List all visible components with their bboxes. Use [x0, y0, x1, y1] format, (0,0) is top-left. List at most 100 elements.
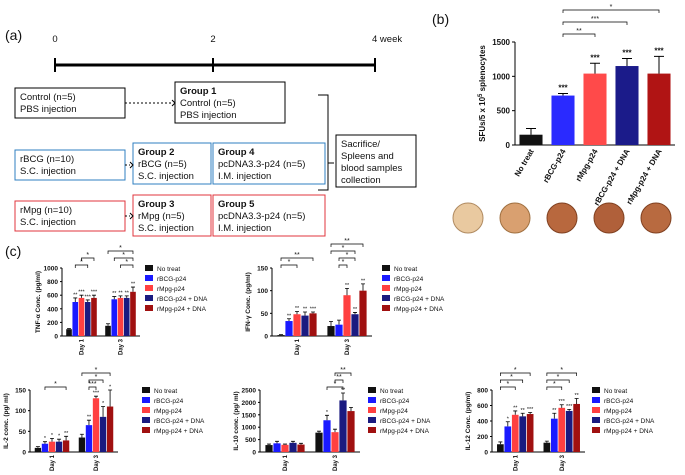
y-axis-label: TNF-α Conc. (pg/ml) [35, 271, 42, 333]
significance-label: *** [566, 404, 573, 410]
box-text: Sacrifice/ [341, 139, 380, 150]
y-tick-label: 0 [264, 334, 268, 341]
y-tick-label: 50 [261, 311, 269, 318]
legend-swatch [382, 285, 390, 291]
legend-swatch [368, 427, 376, 433]
error-bar [91, 294, 96, 298]
y-axis-label: IL-2 conc. (pg/ ml) [3, 393, 10, 449]
y-axis-label-part: SFUs/5 x 10 [478, 96, 487, 141]
legend-swatch [592, 387, 600, 393]
y-tick-label: 100 [257, 288, 268, 295]
significance-label: * [109, 385, 112, 391]
significance-label: ** [336, 374, 342, 381]
significance-label: ** [303, 306, 308, 312]
well-image [452, 202, 484, 234]
bar [526, 414, 534, 452]
significance-bracket [334, 372, 352, 376]
box-text: pcDNA3.3-p24 (n=5) [218, 159, 305, 170]
significance-label: * [80, 259, 83, 266]
error-bar [35, 446, 40, 448]
y-tick-label: 150 [257, 266, 268, 273]
significance-bracket [326, 386, 344, 390]
significance-bracket [330, 250, 356, 254]
x-tick-label: rMpg-p24 + DNA [625, 147, 664, 206]
x-tick-label: rBCG-p24 [541, 147, 568, 184]
bar [583, 73, 607, 145]
bar [347, 411, 355, 452]
arrows [125, 102, 172, 217]
panel-label: (a) [5, 27, 22, 43]
error-bar [526, 128, 536, 135]
bar [281, 444, 289, 452]
error-bar [106, 323, 111, 326]
box-text: rMpg (n=10) [20, 205, 72, 216]
significance-label: *** [622, 48, 632, 57]
bar [497, 444, 504, 452]
error-bar [73, 297, 78, 302]
significance-label: ** [552, 408, 557, 414]
bar [327, 326, 335, 336]
significance-label: ** [131, 282, 136, 288]
bar [519, 134, 543, 145]
y-tick-label: 0 [506, 141, 511, 150]
legend-swatch [368, 417, 376, 423]
legend-swatch [368, 407, 376, 413]
error-bar [333, 428, 337, 433]
significance-label: * [553, 381, 556, 388]
bar [289, 442, 297, 452]
bar [293, 314, 301, 336]
bar [285, 321, 293, 336]
y-tick-label: 0 [484, 450, 488, 457]
significance-label: *** [310, 306, 317, 312]
y-tick-label: 200 [47, 320, 58, 327]
significance-bracket [81, 257, 95, 261]
significance-label: * [95, 367, 98, 374]
bar [41, 443, 49, 452]
y-tick-label: 500 [245, 437, 256, 444]
x-tick-label: Day 3 [560, 454, 566, 471]
y-tick-label: 1500 [242, 412, 257, 419]
legend-label: rMpg-p24 [157, 286, 185, 293]
legend-label: rMpg-p24 + DNA [157, 306, 207, 313]
box [132, 142, 212, 185]
box-text: S.C. injection [20, 166, 76, 177]
y-tick-label: 150 [15, 388, 26, 395]
error-bar [345, 288, 349, 296]
legend-swatch [142, 387, 150, 393]
box-text: I.M. injection [218, 223, 271, 234]
box [14, 87, 126, 119]
box-text: collection [341, 175, 381, 186]
y-tick-label: 400 [47, 306, 58, 313]
significance-label: ** [574, 393, 579, 399]
box-text: rBCG (n=5) [138, 159, 187, 170]
significance-label: ** [125, 290, 130, 296]
legend-label: rBCG-p24 + DNA [394, 296, 445, 303]
legend-swatch [382, 275, 390, 281]
y-tick-label: 1000 [492, 72, 510, 81]
bar [111, 299, 118, 336]
box-text: S.C. injection [138, 223, 194, 234]
y-tick-label: 200 [477, 434, 488, 441]
box [174, 81, 286, 124]
significance-label: * [510, 374, 513, 381]
legend-label: rMpg-p24 + DNA [394, 306, 444, 313]
significance-label: * [334, 381, 337, 388]
box-text: S.C. injection [138, 171, 194, 182]
legend-swatch [592, 397, 600, 403]
bar [55, 441, 63, 452]
significance-label: * [514, 367, 517, 374]
significance-bracket [546, 372, 577, 376]
error-bar [101, 406, 106, 417]
significance-bracket [107, 250, 134, 254]
box-text: I.M. injection [218, 171, 271, 182]
significance-label: ** [287, 313, 292, 319]
legend-swatch [145, 265, 153, 271]
significance-label: ** [112, 291, 117, 297]
bar [130, 291, 136, 336]
bar [297, 444, 305, 452]
legend-label: rMpg-p24 [380, 408, 408, 415]
error-bar [303, 311, 307, 316]
box [14, 149, 126, 181]
significance-label: *** [527, 407, 534, 413]
significance-bracket [338, 257, 356, 261]
